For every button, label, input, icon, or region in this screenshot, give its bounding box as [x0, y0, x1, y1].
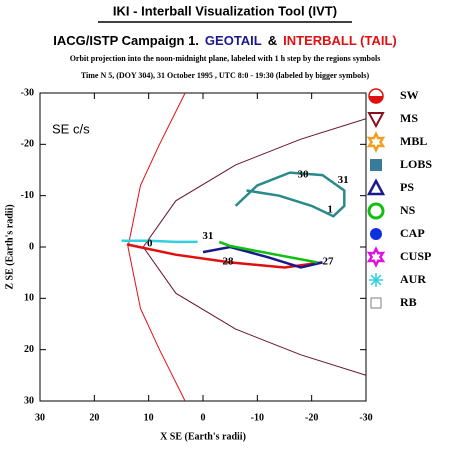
y-tick-label: 20	[24, 344, 34, 355]
x-axis-label: X SE (Earth's radii)	[160, 431, 246, 442]
legend-label: PS	[400, 180, 414, 194]
y-tick-label: 10	[24, 293, 34, 304]
hour-label: 1	[327, 204, 333, 216]
legend-marker	[366, 178, 386, 196]
hour-label: 27	[322, 255, 334, 267]
orbit-line	[202, 245, 323, 269]
x-tick-label: 0	[201, 412, 206, 423]
frame-label: SE c/s	[52, 121, 90, 136]
description: Orbit projection into the noon-midnight …	[70, 54, 381, 63]
time-line: Time N 5, (DOY 304), 31 October 1995 , U…	[81, 71, 370, 80]
legend-label: LOBS	[400, 157, 432, 171]
legend-marker	[370, 228, 382, 240]
legend-label: CAP	[400, 226, 425, 240]
legend-marker	[370, 297, 382, 309]
legend-marker	[370, 159, 382, 171]
y-tick-label: 0	[29, 241, 34, 252]
subtitle-part: IACG/ISTP Campaign 1.	[53, 33, 199, 48]
hour-label: 30	[297, 169, 309, 181]
legend-label: AUR	[400, 272, 426, 286]
plot-frame	[39, 92, 367, 402]
orbit-line	[142, 118, 366, 376]
legend-marker	[367, 202, 385, 220]
hour-label: 0	[147, 237, 153, 249]
y-tick-label: -30	[21, 87, 34, 98]
subtitle-part: GEOTAIL	[205, 33, 262, 48]
orbit-line	[127, 93, 186, 401]
x-tick-label: 10	[144, 412, 154, 423]
legend-marker	[367, 112, 385, 129]
subtitle-part: &	[268, 33, 277, 48]
y-tick-label: -10	[21, 190, 34, 201]
x-tick-label: -10	[251, 412, 264, 423]
x-tick-label: -20	[305, 412, 318, 423]
legend-label: MBL	[400, 134, 427, 148]
y-axis-label: Z SE (Earth's radii)	[4, 204, 15, 289]
legend-marker	[366, 246, 386, 268]
hour-label: 28	[222, 255, 234, 267]
legend-label: MS	[400, 111, 418, 125]
legend-label: SW	[400, 88, 419, 102]
y-tick-label: -20	[21, 139, 34, 150]
x-tick-label: 20	[89, 412, 99, 423]
orbit-line	[121, 239, 198, 244]
legend-marker	[366, 131, 386, 153]
legend-marker	[369, 96, 383, 103]
orbit-line	[234, 171, 346, 218]
legend-label: RB	[400, 295, 417, 309]
chart-title: IKI - Interball Visualization Tool (IVT)	[113, 3, 337, 18]
orbit-line	[218, 240, 318, 264]
legend-label: NS	[400, 203, 416, 217]
x-tick-label: -30	[359, 412, 372, 423]
subtitle: IACG/ISTP Campaign 1. GEOTAIL & INTERBALL (…	[53, 33, 397, 48]
hour-label: 31	[338, 174, 349, 186]
hour-label: 31	[202, 230, 213, 242]
legend-marker	[370, 274, 382, 286]
x-tick-label: 30	[35, 412, 45, 423]
y-tick-label: 30	[24, 395, 34, 406]
subtitle-part: INTERBALL (TAIL)	[283, 33, 397, 48]
legend-label: CUSP	[400, 249, 431, 263]
